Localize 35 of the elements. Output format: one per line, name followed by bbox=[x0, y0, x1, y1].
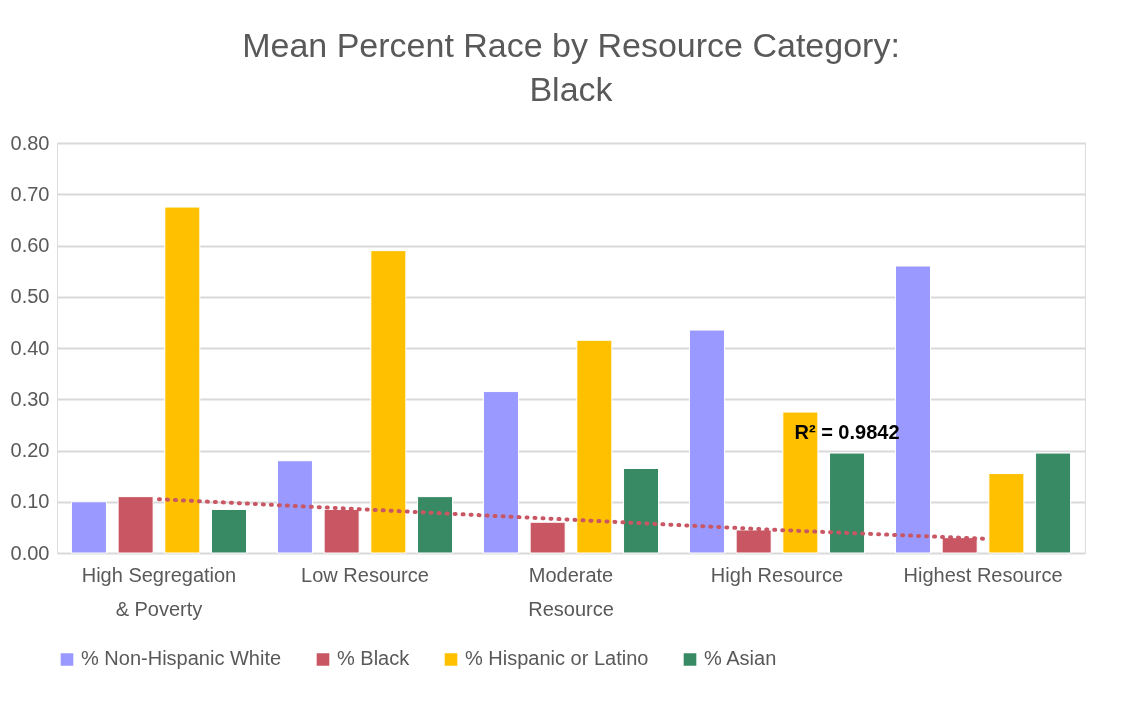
x-tick-label: Moderate Resource bbox=[528, 563, 614, 620]
x-tick-label: Low Resource bbox=[301, 563, 429, 586]
annotation: R² = 0.9842 bbox=[794, 421, 900, 443]
bar bbox=[688, 329, 725, 554]
legend-label: % Asian bbox=[704, 647, 777, 670]
y-tick-label: 0.30 bbox=[10, 387, 50, 410]
bar bbox=[782, 411, 819, 554]
bar bbox=[117, 496, 154, 554]
bar bbox=[70, 501, 107, 554]
y-tick-label: 0.00 bbox=[10, 541, 50, 564]
y-tick-label: 0.60 bbox=[10, 234, 50, 256]
x-tick-label: High Segregation & Poverty bbox=[81, 563, 237, 620]
y-tick-label: 0.80 bbox=[10, 131, 50, 154]
x-tick-label: High Resource bbox=[710, 563, 844, 586]
bar bbox=[417, 496, 454, 554]
legend-label: % Hispanic or Latino bbox=[465, 647, 649, 670]
legend-label: % Black bbox=[337, 647, 411, 670]
bar bbox=[829, 452, 866, 554]
bar bbox=[164, 206, 201, 554]
chart-title: Mean Percent Race by Resource Category: Black bbox=[242, 26, 900, 108]
bar bbox=[211, 508, 248, 554]
y-tick-label: 0.10 bbox=[10, 490, 50, 513]
bar bbox=[576, 339, 613, 554]
bar bbox=[1035, 452, 1072, 554]
bar bbox=[482, 391, 519, 554]
legend-label: % Non-Hispanic White bbox=[81, 647, 282, 670]
y-tick-label: 0.50 bbox=[10, 285, 50, 308]
bar bbox=[623, 467, 660, 554]
y-tick-label: 0.40 bbox=[10, 336, 50, 359]
bar bbox=[370, 250, 407, 554]
bar bbox=[276, 460, 313, 554]
y-tick-label: 0.70 bbox=[10, 182, 50, 205]
bar bbox=[988, 473, 1025, 554]
x-tick-label: Highest Resource bbox=[903, 563, 1063, 586]
y-tick-label: 0.20 bbox=[10, 439, 50, 461]
